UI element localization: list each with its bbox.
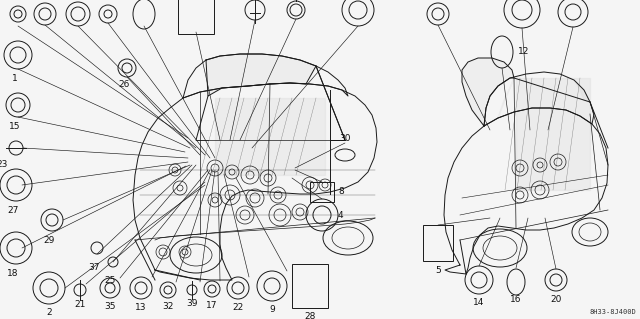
Text: 5: 5: [435, 266, 441, 275]
Bar: [310, 182, 334, 202]
Text: 12: 12: [518, 48, 529, 56]
Text: 31: 31: [102, 0, 114, 1]
Text: 39: 39: [186, 299, 198, 308]
Text: 21: 21: [74, 300, 86, 309]
Polygon shape: [206, 54, 316, 96]
Text: 26: 26: [118, 80, 130, 89]
Polygon shape: [516, 78, 590, 190]
Text: 23: 23: [0, 160, 8, 169]
Polygon shape: [498, 72, 590, 118]
Text: 18: 18: [7, 269, 19, 278]
Polygon shape: [462, 58, 514, 126]
Text: 37: 37: [88, 263, 100, 272]
Text: 17: 17: [206, 301, 218, 310]
Text: 25: 25: [104, 276, 116, 285]
Text: 1: 1: [12, 74, 18, 83]
Bar: [292, 264, 328, 308]
Text: 22: 22: [232, 303, 244, 312]
Text: 2: 2: [46, 308, 52, 317]
Text: 13: 13: [135, 303, 147, 312]
Polygon shape: [215, 98, 325, 175]
Text: 27: 27: [7, 206, 19, 215]
Text: 32: 32: [163, 302, 173, 311]
Text: 4: 4: [338, 211, 344, 219]
Text: 24: 24: [12, 0, 24, 2]
Text: 35: 35: [104, 302, 116, 311]
Text: 20: 20: [550, 295, 562, 304]
Text: 16: 16: [510, 295, 522, 304]
Text: 15: 15: [9, 122, 20, 131]
Text: 30: 30: [339, 134, 351, 143]
Text: 29: 29: [44, 236, 54, 245]
Text: 8: 8: [338, 188, 344, 197]
Bar: [423, 225, 453, 261]
Text: 8H33-8J400D: 8H33-8J400D: [589, 309, 636, 315]
Text: 14: 14: [474, 298, 484, 307]
Bar: [178, 0, 214, 34]
Text: 9: 9: [269, 305, 275, 314]
Text: 28: 28: [304, 312, 316, 319]
